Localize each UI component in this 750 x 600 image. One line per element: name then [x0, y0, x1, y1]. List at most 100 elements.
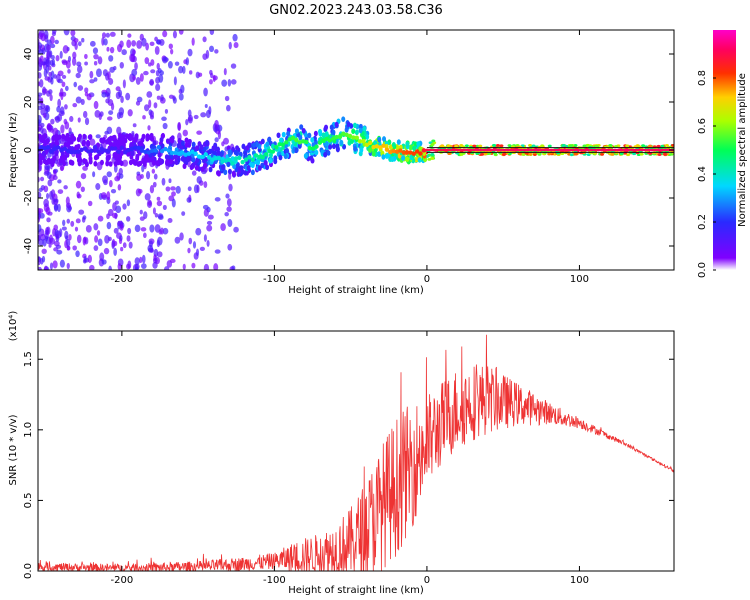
spectrogram-ridge-cell: [79, 147, 84, 152]
spectrogram-ridge-cell: [223, 158, 229, 163]
spectrogram-band-cell: [216, 150, 221, 156]
spectrogram-noise-cell: [78, 209, 85, 215]
spectrogram-ridge-cell: [391, 148, 396, 154]
spectrogram-noise-cell: [53, 169, 57, 177]
spectrogram-band-cell: [648, 144, 653, 148]
spectrogram-noise-cell: [228, 183, 233, 192]
spectrogram-noise-cell: [65, 202, 72, 209]
spectrogram-band-cell: [38, 153, 43, 160]
spectrogram-noise-cell: [180, 84, 185, 94]
spectrogram-band-cell: [299, 124, 304, 130]
spectrogram-noise-cell: [122, 159, 129, 167]
spectrogram-ridge-cell: [461, 148, 467, 152]
spectrogram-noise-cell: [55, 233, 59, 240]
spectrogram-x-label: Height of straight line (km): [288, 285, 424, 296]
spectrogram-band-cell: [270, 143, 275, 150]
spectrogram-band-cell: [144, 157, 149, 163]
spectrogram-noise-cell: [127, 227, 132, 235]
spectrogram-noise-cell: [131, 40, 137, 47]
spectrogram-band-cell: [324, 124, 329, 131]
spectrogram-noise-cell: [132, 49, 136, 55]
spectrogram-noise-cell: [139, 256, 143, 264]
spectrogram-ridge-cell: [435, 148, 440, 152]
spectrogram-noise-cell: [63, 118, 68, 125]
spectrogram-band-cell: [113, 161, 118, 167]
spectrogram-noise-cell: [106, 116, 113, 121]
spectrogram-ridge-cell: [247, 155, 252, 160]
spectrogram-noise-cell: [149, 41, 155, 47]
spectrogram-ridge-cell: [183, 152, 188, 157]
spectrogram-noise-cell: [106, 126, 113, 135]
spectrogram-noise-cell: [187, 114, 194, 124]
spectrogram-ridge-cell: [518, 148, 524, 152]
spectrogram-noise-cell: [108, 179, 113, 188]
spectrogram-noise-cell: [150, 59, 155, 66]
spectrogram-noise-cell: [38, 92, 43, 97]
spectrogram-noise-cell: [63, 185, 68, 190]
spectrogram-band-cell: [657, 153, 662, 156]
spectrogram-ridge-cell: [559, 148, 564, 152]
spectrogram-band-cell: [610, 152, 615, 156]
spectrogram-ridge-cell: [455, 148, 460, 152]
spectrogram-noise-cell: [38, 266, 42, 270]
spectrogram-band-cell: [203, 162, 208, 169]
spectrogram-noise-cell: [45, 58, 51, 68]
spectrogram-band-cell: [128, 133, 133, 139]
spectrogram-noise-cell: [46, 50, 52, 60]
spectrogram-noise-cell: [97, 238, 103, 247]
spectrogram-band-cell: [310, 157, 315, 164]
spectrogram-noise-cell: [59, 87, 64, 97]
spectrogram-band-cell: [195, 145, 200, 151]
spectrogram-band-cell: [440, 144, 445, 148]
spectrogram-band-cell: [313, 130, 318, 137]
spectrogram-ridge-cell: [321, 138, 326, 144]
snr-multiplier: (x10⁴): [8, 311, 19, 342]
spectrogram-noise-cell: [61, 226, 67, 231]
spectrogram-ridge-cell: [314, 144, 319, 149]
spectrogram-ridge-cell: [52, 146, 57, 152]
spectrogram-ridge-cell: [250, 157, 255, 162]
spectrogram-noise-cell: [162, 30, 168, 38]
spectrogram-ridge-cell: [149, 148, 155, 153]
spectrogram-noise-cell: [168, 94, 174, 99]
spectrogram-noise-cell: [56, 106, 61, 113]
spectrogram-noise-cell: [59, 228, 63, 238]
spectrogram-ridge-cell: [99, 146, 104, 151]
spectrogram-ridge-cell: [69, 149, 74, 155]
spectrogram-noise-cell: [161, 116, 167, 122]
spectrogram-ridge-cell: [361, 138, 366, 144]
spectrogram-ridge-cell: [59, 147, 64, 153]
spectrogram-band-cell: [252, 142, 257, 148]
spectrogram-noise-cell: [182, 129, 188, 137]
spectrogram-band-cell: [408, 144, 413, 151]
spectrogram-band-cell: [108, 135, 113, 142]
spectrogram-band-cell: [41, 150, 46, 157]
spectrogram-band-cell: [132, 160, 137, 166]
spectrogram-noise-cell: [145, 171, 151, 180]
snr-y-label: SNR (10 * v/v): [8, 414, 19, 485]
spectrogram-band-cell: [331, 143, 336, 150]
spectrogram-band-cell: [265, 141, 270, 148]
spectrogram-ridge-cell: [76, 149, 81, 155]
spectrogram-band-cell: [223, 169, 228, 176]
spectrogram-noise-cell: [147, 200, 152, 206]
spectrogram-ridge-cell: [374, 144, 380, 149]
spectrogram-noise-cell: [203, 234, 207, 242]
spectrogram-band-cell: [446, 144, 451, 148]
spectrogram-noise-cell: [150, 69, 156, 74]
spectrogram-noise-cell: [72, 245, 77, 251]
spectrogram-noise-cell: [144, 104, 150, 112]
y-tick-label: 0.0: [23, 563, 34, 579]
spectrogram-band-cell: [608, 144, 613, 147]
spectrogram-noise-cell: [157, 213, 164, 219]
spectrogram-band-cell: [349, 138, 354, 144]
spectrogram-noise-cell: [227, 219, 233, 228]
spectrogram-noise-cell: [220, 223, 226, 232]
spectrogram-noise-cell: [206, 239, 210, 247]
spectrogram-band-cell: [145, 135, 150, 142]
spectrogram-noise-cell: [77, 117, 81, 123]
spectrogram-band-cell: [256, 159, 261, 166]
spectrogram-ridge-cell: [351, 135, 356, 140]
spectrogram-ridge-cell: [230, 161, 235, 166]
spectrogram-ridge-cell: [173, 150, 178, 156]
